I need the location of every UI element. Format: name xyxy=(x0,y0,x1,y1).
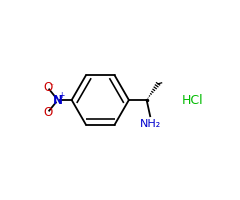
Text: NH₂: NH₂ xyxy=(140,119,161,129)
Text: O: O xyxy=(43,81,52,94)
Text: O: O xyxy=(43,106,52,119)
Text: N: N xyxy=(53,94,63,106)
Text: ⁻: ⁻ xyxy=(50,81,54,90)
Text: +: + xyxy=(58,91,64,100)
Text: HCl: HCl xyxy=(182,94,204,106)
